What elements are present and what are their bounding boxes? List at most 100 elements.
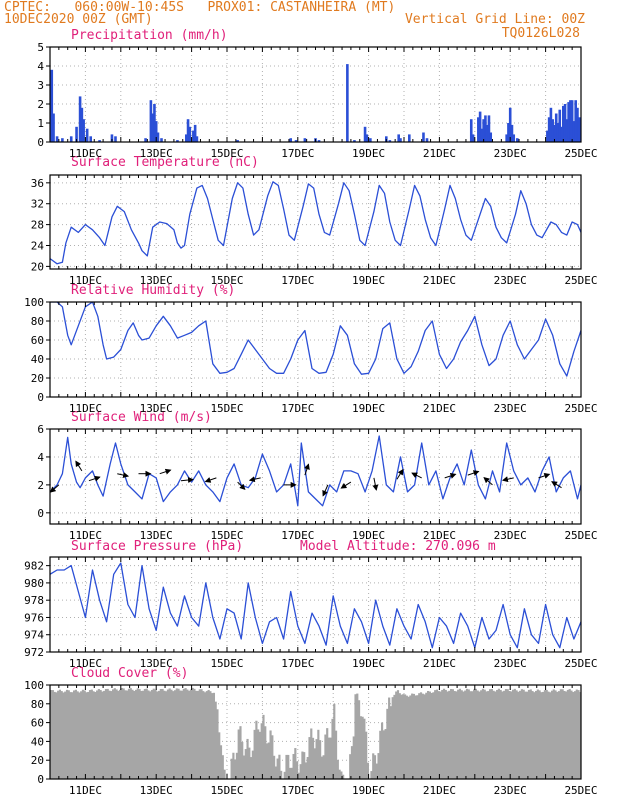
precip-bar (572, 121, 576, 142)
precip-bar (294, 140, 298, 142)
cloud-bar (239, 726, 242, 779)
cloud-bar (221, 755, 224, 779)
precip-bar (144, 138, 147, 142)
cloud-bar (232, 752, 235, 779)
precip-bar (85, 128, 89, 142)
cloud-bar (165, 691, 168, 779)
cloud-bar (545, 689, 548, 779)
x-tick-label: 21DEC (423, 274, 456, 287)
cloud-bar (140, 690, 143, 779)
cloud-bar (320, 756, 323, 779)
cloud-bar (283, 771, 286, 779)
cloud-bar (448, 690, 451, 779)
cloud-bar (294, 748, 297, 779)
x-tick-label: 23DEC (494, 402, 527, 415)
cloud-bar (331, 718, 334, 779)
precip-bar (110, 134, 114, 142)
cloud-bar (481, 688, 485, 779)
cloud-bar (404, 694, 407, 779)
title-pressure: Surface Pressure (hPa) (71, 539, 244, 554)
precip-bar (193, 124, 197, 142)
cloud-bar (288, 767, 292, 779)
cloud-bar (209, 691, 212, 779)
series-cloud (50, 687, 581, 779)
cloud-bar (357, 700, 361, 779)
cloud-bar (129, 688, 132, 779)
precip-bar (303, 138, 307, 142)
y-tick-label: 40 (31, 353, 44, 366)
x-tick-label: 17DEC (281, 402, 314, 415)
x-tick-label: 15DEC (210, 274, 243, 287)
cloud-bar (104, 688, 108, 779)
wind-line (50, 435, 581, 507)
y-tick-label: 20 (31, 754, 44, 767)
cloud-bar (527, 689, 531, 779)
cloud-bar (412, 693, 416, 779)
cloud-bar (296, 761, 299, 779)
wind-vector (50, 484, 60, 493)
x-tick-label: 11DEC (69, 784, 102, 797)
x-tick-label: 19DEC (352, 402, 385, 415)
cloud-bar (517, 691, 520, 779)
cloud-bar (216, 709, 219, 779)
cloud-bar (359, 716, 362, 779)
temp-line (50, 181, 581, 265)
wind-vector (75, 460, 83, 472)
cloud-bar (96, 690, 99, 779)
cloud-bar (579, 692, 581, 779)
panel-wind: 0 2 4 6 11DEC 13DEC 15DEC 17DEC 19DEC 21DEC 23DEC 2… (37, 423, 597, 542)
cloud-bar (577, 690, 580, 779)
cloud-bar (554, 690, 557, 779)
precip-bar (482, 119, 485, 142)
cloud-bar (556, 691, 559, 779)
cloud-bar (492, 690, 495, 779)
cloud-bar (476, 690, 479, 779)
cloud-bar (508, 691, 511, 779)
cloud-bar (513, 688, 516, 779)
cloud-bar (218, 732, 221, 779)
y-tick-label: 60 (31, 334, 44, 347)
wind-vector (467, 470, 480, 476)
series-precip (50, 64, 581, 142)
cloud-bar (407, 696, 410, 779)
precip-bar (570, 100, 574, 142)
cloud-bar (88, 690, 92, 779)
cloud-bar (285, 754, 288, 779)
cloud-bar (372, 753, 375, 779)
precip-bar (471, 134, 475, 142)
cloud-bar (173, 690, 177, 779)
x-tick-label: 25DEC (564, 529, 597, 542)
cloud-bar (250, 757, 253, 779)
cloud-bar (161, 688, 164, 779)
precip-bar (485, 124, 489, 142)
precip-bar (52, 113, 55, 142)
cloud-bar (568, 689, 571, 779)
header-model-code: TQ0126L028 (501, 26, 580, 41)
cloud-bar (175, 688, 178, 779)
x-tick-label: 15DEC (210, 529, 243, 542)
cloud-bar (122, 688, 125, 779)
cloud-bar (134, 689, 138, 779)
cloud-bar (373, 755, 377, 779)
x-tick-label: 21DEC (423, 402, 456, 415)
cloud-bar (398, 693, 401, 779)
cloud-bar (444, 689, 447, 779)
cloud-bar (170, 689, 173, 779)
x-tick-label: 19DEC (352, 147, 385, 160)
cloud-bar (457, 689, 460, 779)
y-tick-label: 20 (31, 372, 44, 385)
cloud-bar (414, 695, 417, 779)
cloud-bar (87, 691, 90, 779)
cloud-bar (182, 688, 185, 779)
wind-vector (204, 477, 217, 483)
cloud-bar (195, 690, 198, 779)
x-tick-label: 11DEC (69, 529, 102, 542)
y-tick-label: 80 (31, 698, 44, 711)
y-tick-label: 2 (37, 98, 44, 111)
cloud-bar (198, 689, 201, 779)
cloud-bar (58, 689, 62, 779)
wind-vector (159, 468, 172, 475)
precip-bar (363, 126, 367, 142)
cloud-bar (352, 736, 355, 779)
cloud-bar (242, 755, 246, 779)
